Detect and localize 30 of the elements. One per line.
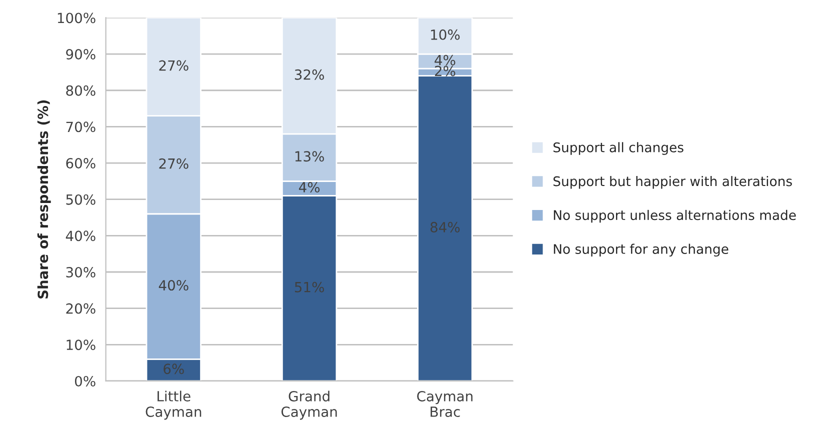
y-tick-label: 100% [58, 12, 96, 24]
legend-label: No support for any change [554, 244, 728, 257]
data-label: 6% [164, 364, 184, 374]
data-label: 10% [431, 29, 460, 40]
legend-label: Support all changes [553, 142, 684, 155]
y-tick-label: 70% [66, 122, 96, 132]
y-tick-label: 20% [66, 303, 96, 314]
y-axis-title: Share of respondents (%) [37, 100, 51, 298]
y-tick-label: 60% [66, 158, 96, 168]
x-tick-label: Little Cayman [146, 390, 202, 420]
y-tick-label: 10% [66, 340, 96, 350]
y-tick-label: 40% [66, 230, 96, 242]
y-tick-label: 50% [66, 194, 96, 205]
data-label: 84% [430, 222, 460, 232]
y-tick-label: 30% [66, 266, 96, 278]
data-label: 27% [159, 60, 188, 71]
y-tick-label: 90% [66, 49, 96, 60]
data-label: 40% [158, 280, 188, 291]
data-label: 32% [294, 69, 324, 80]
legend-label: Support but happier with alterations [553, 176, 792, 189]
x-tick-label: Cayman Brac [417, 390, 472, 418]
y-tick-label: 80% [66, 85, 96, 96]
y-tick-label: 0% [74, 376, 96, 386]
data-label: 4% [434, 54, 456, 66]
data-label: 4% [298, 182, 320, 192]
data-label: 51% [294, 282, 324, 292]
legend-label: No support unless alternations made [554, 210, 796, 223]
data-label: 27% [159, 158, 188, 169]
data-label: 13% [295, 151, 324, 162]
x-tick-label: Grand Cayman [281, 390, 337, 420]
